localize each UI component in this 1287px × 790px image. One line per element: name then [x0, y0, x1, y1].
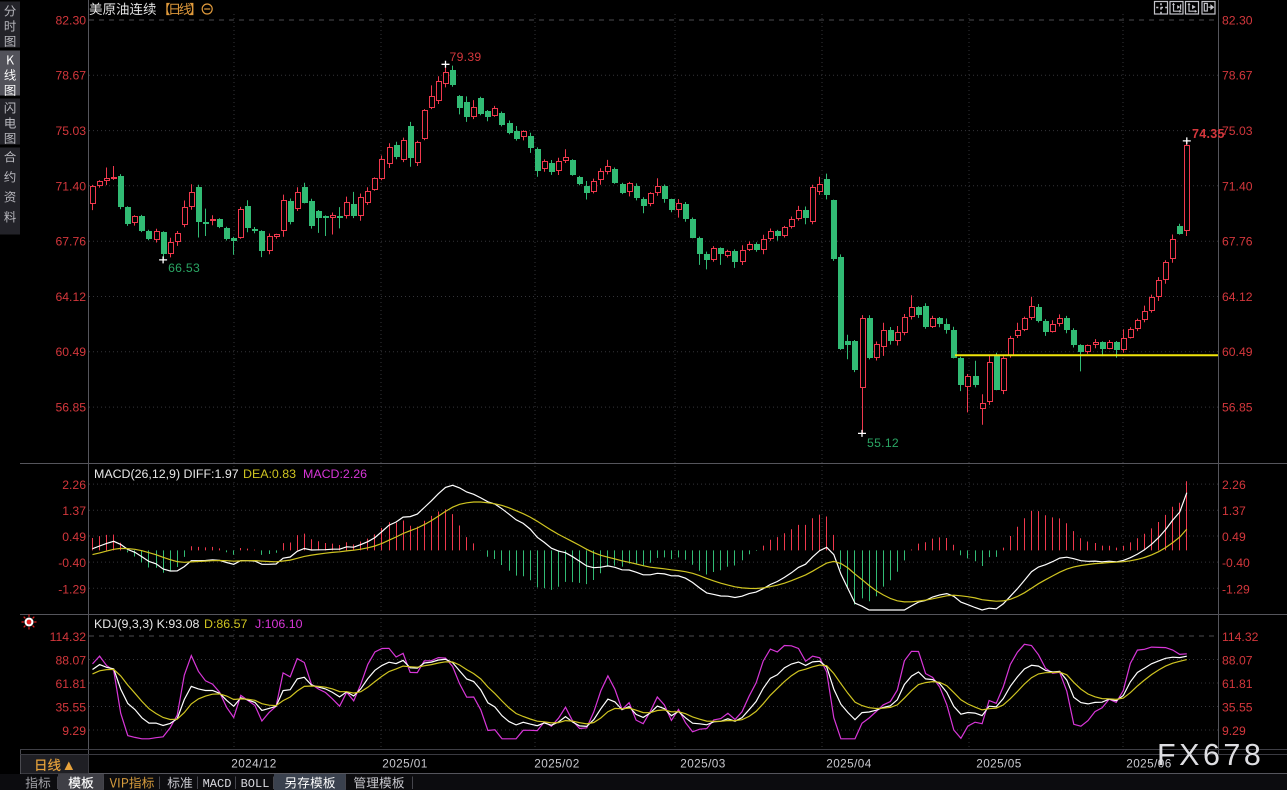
- svg-text:56.85: 56.85: [56, 401, 87, 415]
- svg-text:J:106.10: J:106.10: [255, 617, 303, 631]
- svg-text:64.12: 64.12: [56, 290, 87, 304]
- svg-text:D:86.57: D:86.57: [204, 617, 248, 631]
- svg-text:-1.29: -1.29: [58, 582, 86, 596]
- svg-text:35.55: 35.55: [56, 701, 87, 715]
- svg-text:MACD: MACD: [203, 777, 232, 790]
- svg-text:MACD:2.26: MACD:2.26: [303, 467, 367, 481]
- svg-text:2025/01: 2025/01: [382, 757, 427, 771]
- svg-text:BOLL: BOLL: [241, 777, 270, 790]
- svg-text:-0.40: -0.40: [58, 556, 86, 570]
- svg-text:1.37: 1.37: [62, 504, 86, 518]
- svg-text:56.85: 56.85: [1222, 401, 1253, 415]
- svg-text:61.81: 61.81: [56, 677, 87, 691]
- svg-text:78.67: 78.67: [56, 69, 87, 83]
- svg-text:2025/04: 2025/04: [826, 757, 871, 771]
- svg-text:MACD(26,12,9) DIFF:1.97: MACD(26,12,9) DIFF:1.97: [94, 467, 239, 481]
- svg-text:FX678: FX678: [1157, 738, 1264, 772]
- svg-text:35.55: 35.55: [1222, 701, 1253, 715]
- svg-text:2025/02: 2025/02: [534, 757, 579, 771]
- svg-text:9.29: 9.29: [1222, 724, 1246, 738]
- svg-text:2025/05: 2025/05: [976, 757, 1021, 771]
- svg-text:67.76: 67.76: [1222, 235, 1253, 249]
- svg-text:114.32: 114.32: [50, 630, 87, 644]
- svg-text:71.40: 71.40: [1222, 179, 1253, 193]
- svg-text:88.07: 88.07: [56, 654, 87, 668]
- svg-text:61.81: 61.81: [1222, 677, 1253, 691]
- svg-text:0.49: 0.49: [62, 530, 86, 544]
- svg-text:74.35: 74.35: [1192, 127, 1225, 141]
- svg-text:114.32: 114.32: [1222, 630, 1259, 644]
- svg-text:2024/12: 2024/12: [231, 757, 276, 771]
- svg-text:-1.29: -1.29: [1222, 582, 1250, 596]
- svg-text:-0.40: -0.40: [1222, 556, 1250, 570]
- svg-text:78.67: 78.67: [1222, 69, 1253, 83]
- svg-text:2.26: 2.26: [62, 478, 86, 492]
- svg-text:KDJ(9,3,3) K:93.08: KDJ(9,3,3) K:93.08: [94, 617, 199, 631]
- svg-text:71.40: 71.40: [56, 179, 87, 193]
- svg-text:9.29: 9.29: [62, 724, 86, 738]
- svg-text:55.12: 55.12: [867, 436, 899, 450]
- svg-text:66.53: 66.53: [168, 261, 200, 275]
- svg-text:2.26: 2.26: [1222, 478, 1246, 492]
- svg-text:79.39: 79.39: [450, 50, 482, 64]
- svg-text:88.07: 88.07: [1222, 654, 1253, 668]
- svg-text:60.49: 60.49: [56, 345, 87, 359]
- svg-text:60.49: 60.49: [1222, 345, 1253, 359]
- svg-text:75.03: 75.03: [1222, 124, 1253, 138]
- svg-text:DEA:0.83: DEA:0.83: [243, 467, 296, 481]
- svg-text:0.49: 0.49: [1222, 530, 1246, 544]
- svg-text:82.30: 82.30: [56, 14, 87, 28]
- svg-text:67.76: 67.76: [56, 235, 87, 249]
- svg-text:1.37: 1.37: [1222, 504, 1246, 518]
- svg-text:2025/06: 2025/06: [1126, 757, 1171, 771]
- svg-text:82.30: 82.30: [1222, 14, 1253, 28]
- svg-text:2025/03: 2025/03: [680, 757, 725, 771]
- svg-text:64.12: 64.12: [1222, 290, 1253, 304]
- svg-text:75.03: 75.03: [56, 124, 87, 138]
